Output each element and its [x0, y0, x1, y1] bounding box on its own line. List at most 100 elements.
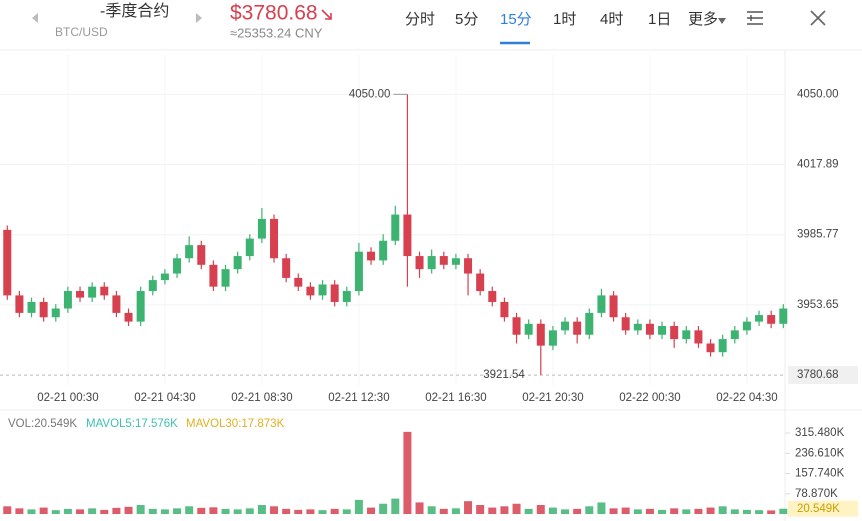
y-tick-label: 3953.65 — [797, 299, 839, 311]
last-volume-box — [788, 500, 858, 517]
x-tick-label: 02-21 00:30 — [37, 392, 98, 404]
candle-body — [633, 323, 642, 331]
volume-bar — [173, 508, 182, 514]
x-tick-label: 02-22 04:30 — [716, 392, 777, 404]
legend-entry: VOL:20.549K — [8, 418, 77, 430]
volume-bar — [633, 509, 642, 514]
candle-body — [173, 258, 182, 274]
candle-body — [294, 277, 303, 287]
volume-bar — [112, 507, 121, 514]
candle-body — [51, 308, 60, 318]
candle-body — [39, 301, 48, 318]
volume-bar — [379, 503, 388, 514]
candle-body — [379, 240, 388, 261]
settings-icon[interactable] — [747, 11, 763, 25]
volume-bar — [524, 508, 533, 514]
y-tick-label: 3985.77 — [797, 229, 839, 241]
candle-body — [536, 323, 545, 346]
candle-body — [658, 325, 667, 335]
candle-body — [500, 301, 509, 318]
x-tick-label: 02-21 16:30 — [425, 392, 486, 404]
volume-bar — [3, 506, 12, 514]
volume-bar — [185, 506, 194, 514]
volume-bar — [76, 509, 85, 514]
candle-body — [209, 264, 218, 287]
tab[interactable]: 15分 — [500, 11, 532, 28]
candle-body — [233, 256, 242, 270]
candle-body — [27, 301, 36, 313]
tab[interactable]: 5分 — [455, 11, 478, 28]
pair: BTC/USD — [55, 25, 108, 39]
volume-bar — [609, 508, 618, 514]
candle-body — [524, 323, 533, 335]
candle-body — [512, 317, 521, 335]
volume-bar — [403, 431, 412, 514]
volume-bar — [464, 501, 473, 514]
candle-body — [706, 343, 715, 353]
volume-bar — [354, 499, 363, 514]
volume-bar — [209, 507, 218, 514]
volume-bar — [536, 505, 545, 514]
volume-bar — [63, 508, 72, 514]
last-price: $3780.68 — [230, 2, 318, 25]
volume-bar — [51, 510, 60, 514]
x-tick-label: 02-21 08:30 — [231, 392, 292, 404]
volume-bar — [718, 506, 727, 514]
volume-bar — [730, 509, 739, 514]
tab[interactable]: 分时 — [405, 11, 435, 28]
volume-bar — [270, 506, 279, 514]
candle-body — [415, 256, 424, 270]
volume-bar — [488, 507, 497, 514]
volume-bar — [585, 506, 594, 514]
volume-bar — [645, 508, 654, 514]
volume-bar — [233, 509, 242, 514]
volume-bar — [779, 508, 788, 514]
tab[interactable]: 1时 — [553, 11, 576, 28]
volume-bar — [39, 507, 48, 514]
volume-bar — [755, 510, 764, 514]
candle-body — [160, 273, 169, 281]
price-cny: ≈25353.24 CNY — [230, 25, 323, 40]
volume-bar — [476, 505, 485, 514]
volume-bar — [512, 503, 521, 514]
last-price-label: 3780.68 — [797, 369, 839, 381]
y-tick-label: 4050.00 — [797, 88, 839, 100]
candle-body — [136, 291, 145, 322]
candle-body — [670, 325, 679, 340]
volume-bar — [367, 507, 376, 514]
more-caret[interactable] — [718, 18, 726, 24]
tab[interactable]: 4时 — [600, 11, 623, 28]
volume-bar — [136, 505, 145, 514]
last-volume-label: 20.549K — [797, 503, 840, 515]
prev-arrow[interactable] — [32, 13, 38, 23]
tab[interactable]: 1日 — [648, 11, 671, 28]
candle-body — [621, 317, 630, 331]
volume-bar — [694, 508, 703, 514]
legend-entry: MAVOL5:17.576K — [86, 418, 178, 430]
legend-entry: MAVOL30:17.873K — [186, 418, 285, 430]
volume-bar — [597, 502, 606, 514]
volume-bar — [342, 509, 351, 514]
candle-body — [755, 315, 764, 322]
candle-body — [221, 269, 230, 287]
candle-body — [148, 280, 157, 292]
candle-body — [185, 245, 194, 259]
candle-body — [88, 286, 97, 298]
tab[interactable]: 更多 — [688, 11, 718, 28]
candle-body — [451, 258, 460, 265]
y-tick-label: 78.870K — [795, 488, 838, 500]
candle-body — [306, 286, 315, 296]
volume-bar — [100, 509, 109, 514]
y-tick-label: 4017.89 — [797, 159, 839, 171]
down-icon — [321, 9, 332, 20]
volume-bar — [561, 509, 570, 514]
volume-bar — [282, 508, 291, 514]
candle-body — [3, 229, 12, 296]
candle-body — [245, 238, 254, 257]
next-arrow[interactable] — [196, 13, 202, 23]
close-button[interactable] — [810, 10, 826, 26]
candle-body — [427, 256, 436, 270]
volume-bar — [621, 507, 630, 514]
volume-bar — [88, 508, 97, 514]
candle-body — [270, 218, 279, 259]
